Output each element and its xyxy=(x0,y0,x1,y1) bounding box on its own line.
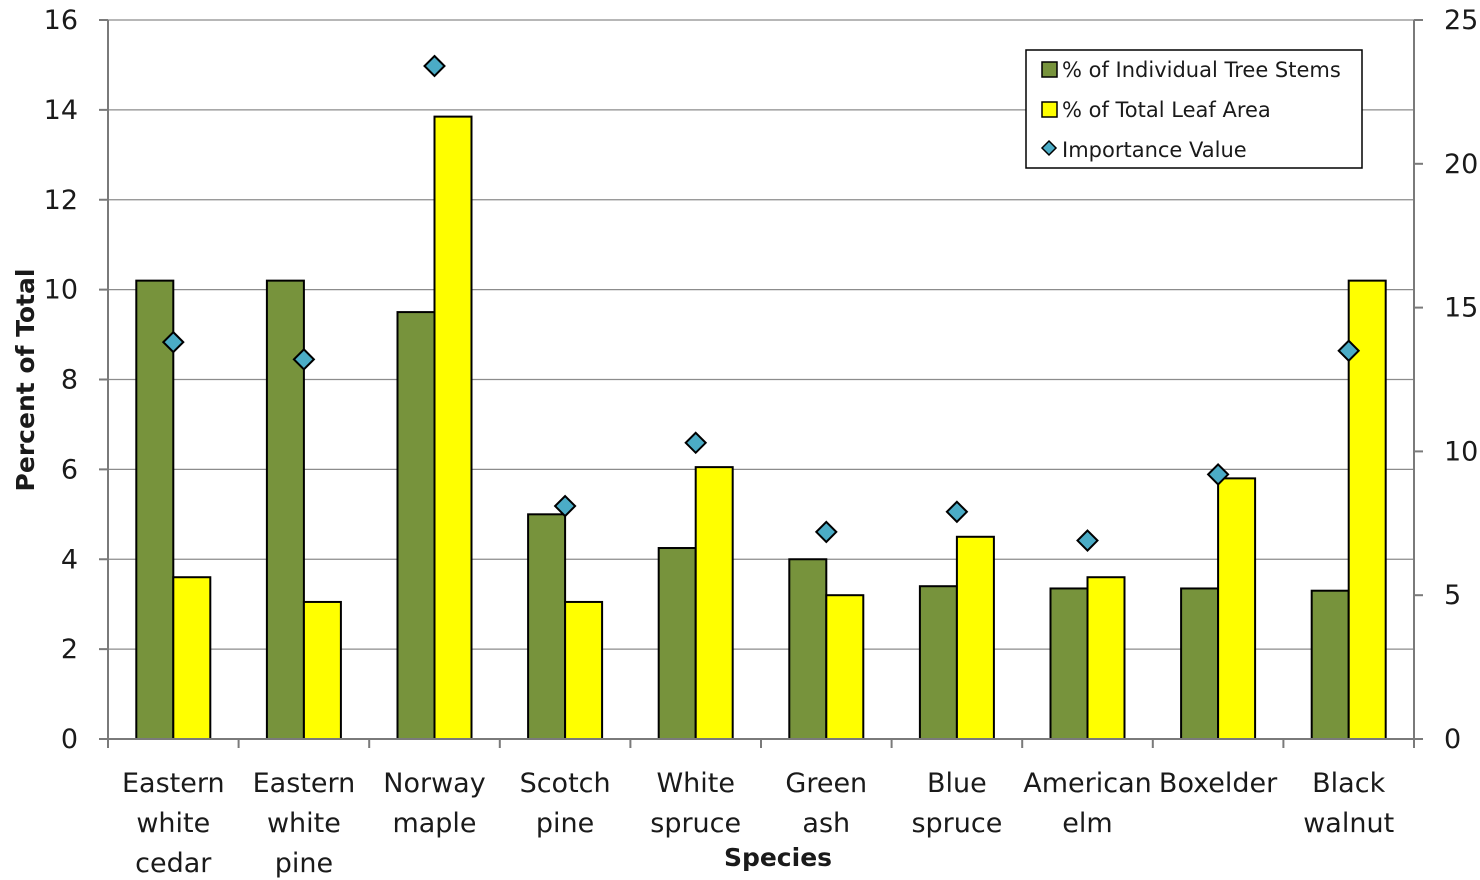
y2-tick-label: 10 xyxy=(1444,436,1478,467)
category-label: Blue xyxy=(927,768,987,799)
category-label: spruce xyxy=(650,808,741,839)
y-tick-label: 12 xyxy=(44,185,78,216)
bar-stems xyxy=(396,311,436,740)
importance-marker xyxy=(945,500,969,524)
category-label: pine xyxy=(536,808,594,839)
y-tick-label: 6 xyxy=(61,454,78,485)
bar-stems xyxy=(265,279,305,740)
y-tick-label: 10 xyxy=(44,275,78,306)
y2-tick-label: 20 xyxy=(1444,149,1478,180)
bar-leaf-area xyxy=(694,466,734,740)
legend-label-stems: % of Individual Tree Stems xyxy=(1062,58,1341,82)
y-tick-label: 16 xyxy=(44,5,78,36)
y2-tick-label: 25 xyxy=(1444,5,1478,36)
category-label: Eastern xyxy=(122,768,225,799)
bar-stems xyxy=(657,547,697,740)
bar-leaf-area xyxy=(1217,477,1257,740)
bar-stems xyxy=(527,513,567,740)
importance-marker xyxy=(684,431,708,455)
category-label: Boxelder xyxy=(1159,768,1278,799)
category-label: Green xyxy=(785,768,867,799)
bar-stems xyxy=(918,585,958,741)
importance-marker xyxy=(553,494,577,518)
bar-leaf-area xyxy=(433,115,473,741)
legend: % of Individual Tree Stems % of Total Le… xyxy=(1025,49,1363,169)
category-label: Black xyxy=(1312,768,1385,799)
y2-tick-label: 0 xyxy=(1444,724,1461,755)
y-tick-label: 4 xyxy=(61,544,78,575)
category-label: Norway xyxy=(383,768,485,799)
importance-marker xyxy=(1206,462,1230,486)
y2-tick-label: 5 xyxy=(1444,580,1461,611)
y-tick-label: 2 xyxy=(61,634,78,665)
axes xyxy=(99,19,1423,748)
category-label: White xyxy=(656,768,735,799)
legend-box xyxy=(1025,49,1363,169)
bar-leaf-area xyxy=(564,600,604,740)
bar-leaf-area xyxy=(1086,576,1126,740)
y2-tick-label: 15 xyxy=(1444,293,1478,324)
category-labels: Eastern white cedar Eastern white pine Norway m… xyxy=(122,768,1394,879)
category-label: cedar xyxy=(135,848,212,879)
legend-swatch-stems xyxy=(1041,61,1058,78)
bar-leaf-area xyxy=(825,594,865,741)
category-label: white xyxy=(267,808,341,839)
legend-label-importance: Importance Value xyxy=(1062,138,1247,162)
y-tick-label: 8 xyxy=(61,365,78,396)
importance-markers xyxy=(161,54,1361,552)
bar-leaf-area xyxy=(955,535,995,740)
importance-marker xyxy=(1076,529,1099,552)
importance-marker xyxy=(423,54,446,78)
category-label: white xyxy=(136,808,210,839)
category-label: elm xyxy=(1062,808,1112,839)
bar-leaf-area xyxy=(172,576,212,740)
legend-label-leaf-area: % of Total Leaf Area xyxy=(1062,98,1271,122)
category-label: maple xyxy=(392,808,476,839)
x-axis-title: Species xyxy=(724,843,832,872)
importance-marker xyxy=(161,330,185,354)
bar-stems xyxy=(1310,589,1350,740)
category-label: American xyxy=(1023,768,1152,799)
category-label: walnut xyxy=(1303,808,1394,839)
y-tick-label: 14 xyxy=(44,95,78,126)
bars xyxy=(135,115,1387,741)
y-tick-label: 0 xyxy=(61,724,78,755)
bar-stems xyxy=(135,279,175,740)
legend-marker-importance xyxy=(1040,139,1058,157)
legend-swatch-leaf-area xyxy=(1041,101,1058,118)
category-label: Scotch xyxy=(520,768,611,799)
bar-stems xyxy=(1049,587,1089,740)
gridlines xyxy=(108,19,1414,650)
category-label: spruce xyxy=(911,808,1002,839)
tick-labels: 0 2 4 6 8 10 12 14 16 0 5 10 15 20 25 xyxy=(44,5,1479,755)
importance-marker xyxy=(1337,339,1361,363)
category-label: pine xyxy=(275,848,333,879)
bar-stems xyxy=(788,558,828,740)
y-axis-title: Percent of Total xyxy=(11,269,40,492)
bar-leaf-area xyxy=(302,600,342,740)
category-label: ash xyxy=(802,808,850,839)
category-label: Eastern xyxy=(253,768,356,799)
bar-leaf-area xyxy=(1347,279,1387,740)
importance-marker xyxy=(814,520,838,544)
bar-stems xyxy=(1180,587,1220,740)
importance-marker xyxy=(292,347,316,371)
